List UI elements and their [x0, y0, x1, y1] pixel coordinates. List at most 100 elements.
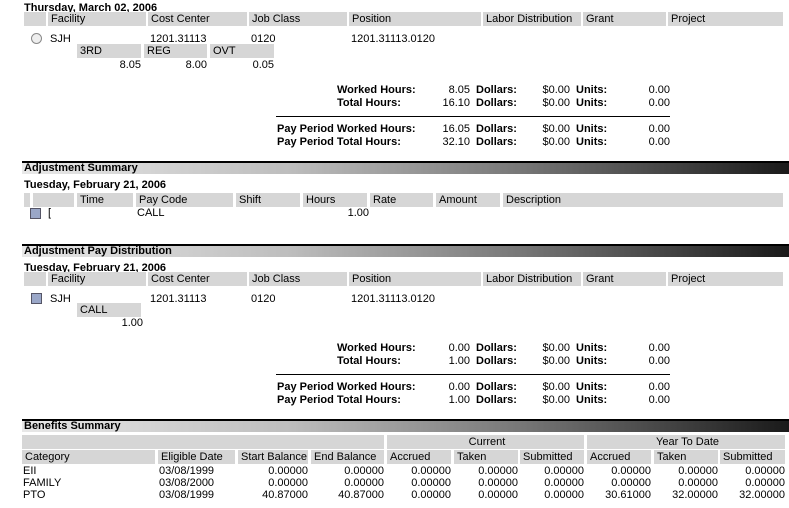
worked-dollars: $0.00 — [542, 84, 570, 96]
paycode-value: 8.05 — [119, 59, 141, 71]
dollars-label: Dollars: — [476, 84, 517, 96]
pp-worked-hours: 0.00 — [448, 381, 470, 393]
column-header: Time — [77, 193, 135, 207]
divider — [276, 374, 670, 375]
group-header-blank — [22, 435, 386, 449]
facility-value: SJH — [50, 33, 71, 45]
calendar-icon[interactable] — [31, 293, 42, 304]
job-class-value: 0120 — [251, 33, 276, 45]
column-header-job-class: Job Class — [249, 12, 349, 26]
header-blank — [24, 272, 48, 286]
calendar-icon[interactable] — [30, 208, 41, 219]
paycode-value: 0.05 — [252, 59, 274, 71]
job-class-value: 0120 — [251, 293, 276, 305]
worked-dollars: $0.00 — [542, 342, 570, 354]
benefit-category: FAMILY — [23, 477, 62, 489]
benefit-value: 0.00000 — [411, 489, 451, 501]
benefits-column-header: Submitted — [720, 450, 787, 464]
pp-total-units: 0.00 — [648, 394, 670, 406]
total-label: Total Hours: — [337, 355, 401, 367]
benefit-value: 0.00000 — [611, 477, 651, 489]
pp-total-dollars: $0.00 — [542, 394, 570, 406]
pp-total-dollars: $0.00 — [542, 136, 570, 148]
total-label: Total Hours: — [337, 97, 401, 109]
column-header-labor-distribution: Labor Distribution — [483, 12, 583, 26]
cost-center-value: 1201.31113 — [150, 33, 207, 45]
units-label: Units: — [576, 381, 608, 393]
total-hours: 1.00 — [448, 355, 470, 367]
benefit-value: 0.00000 — [544, 489, 584, 501]
total-hours: 16.10 — [442, 97, 470, 109]
pp-total-label: Pay Period Total Hours: — [277, 394, 401, 406]
hours-value: 1.00 — [347, 207, 369, 219]
clock-icon[interactable] — [31, 33, 42, 44]
header-blank — [33, 193, 76, 207]
benefit-value: 03/08/1999 — [159, 465, 215, 477]
benefits-column-header: End Balance — [311, 450, 386, 464]
pp-total-hours: 32.10 — [442, 136, 470, 148]
column-header: Shift — [236, 193, 302, 207]
benefit-value: 0.00000 — [268, 477, 308, 489]
pp-worked-dollars: $0.00 — [542, 381, 570, 393]
column-header: Amount — [436, 193, 502, 207]
benefit-value: 40.87000 — [338, 489, 384, 501]
pp-worked-dollars: $0.00 — [542, 123, 570, 135]
paycode-header: 3RD — [77, 44, 143, 58]
benefit-category: EII — [23, 465, 37, 477]
benefit-value: 0.00000 — [344, 477, 384, 489]
paycode-value: 1.00 — [121, 317, 143, 329]
worked-label: Worked Hours: — [337, 84, 416, 96]
total-dollars: $0.00 — [542, 355, 570, 367]
header-blank — [24, 193, 32, 207]
benefits-column-header: Category — [22, 450, 157, 464]
pp-total-hours: 1.00 — [448, 394, 470, 406]
benefit-value: 0.00000 — [745, 477, 785, 489]
pp-total-units: 0.00 — [648, 136, 670, 148]
benefit-value: 0.00000 — [611, 465, 651, 477]
header-blank — [24, 12, 48, 26]
units-label: Units: — [576, 84, 608, 96]
benefit-value: 0.00000 — [478, 489, 518, 501]
column-header-grant: Grant — [583, 272, 668, 286]
adj-summary-date: Tuesday, February 21, 2006 — [24, 179, 167, 191]
paycode-value: 8.00 — [185, 59, 207, 71]
benefits-column-header: Eligible Date — [158, 450, 237, 464]
column-header-job-class: Job Class — [249, 272, 349, 286]
group-header-current: Current — [387, 435, 586, 449]
benefits-summary-bar: Benefits Summary — [22, 419, 789, 432]
divider — [276, 116, 670, 117]
worked-hours: 8.05 — [448, 84, 470, 96]
benefit-value: 0.00000 — [411, 477, 451, 489]
benefit-value: 0.00000 — [344, 465, 384, 477]
cost-center-value: 1201.31113 — [150, 293, 207, 305]
benefit-value: 0.00000 — [678, 477, 718, 489]
benefit-value: 32.00000 — [672, 489, 718, 501]
total-dollars: $0.00 — [542, 97, 570, 109]
column-header-grant: Grant — [583, 12, 668, 26]
benefit-value: 03/08/2000 — [159, 477, 215, 489]
units-label: Units: — [576, 342, 608, 354]
total-units: 0.00 — [648, 97, 670, 109]
dollars-label: Dollars: — [476, 394, 517, 406]
column-header-facility: Facility — [48, 12, 148, 26]
column-header-cost-center: Cost Center — [148, 272, 249, 286]
benefit-value: 32.00000 — [739, 489, 785, 501]
benefit-category: PTO — [23, 489, 46, 501]
worked-units: 0.00 — [648, 342, 670, 354]
column-header-facility: Facility — [48, 272, 148, 286]
units-label: Units: — [576, 97, 608, 109]
position-value: 1201.31113.0120 — [351, 293, 436, 305]
dollars-label: Dollars: — [476, 123, 517, 135]
benefit-value: 0.00000 — [745, 465, 785, 477]
units-label: Units: — [576, 136, 608, 148]
column-header-position: Position — [349, 272, 483, 286]
column-header-cost-center: Cost Center — [148, 12, 249, 26]
column-header: Description — [503, 193, 785, 207]
column-header: Pay Code — [136, 193, 235, 207]
benefits-column-header: Start Balance — [238, 450, 310, 464]
group-header-ytd: Year To Date — [587, 435, 787, 449]
position-value: 1201.31113.0120 — [351, 33, 436, 45]
units-label: Units: — [576, 394, 608, 406]
units-label: Units: — [576, 355, 608, 367]
worked-label: Worked Hours: — [337, 342, 416, 354]
